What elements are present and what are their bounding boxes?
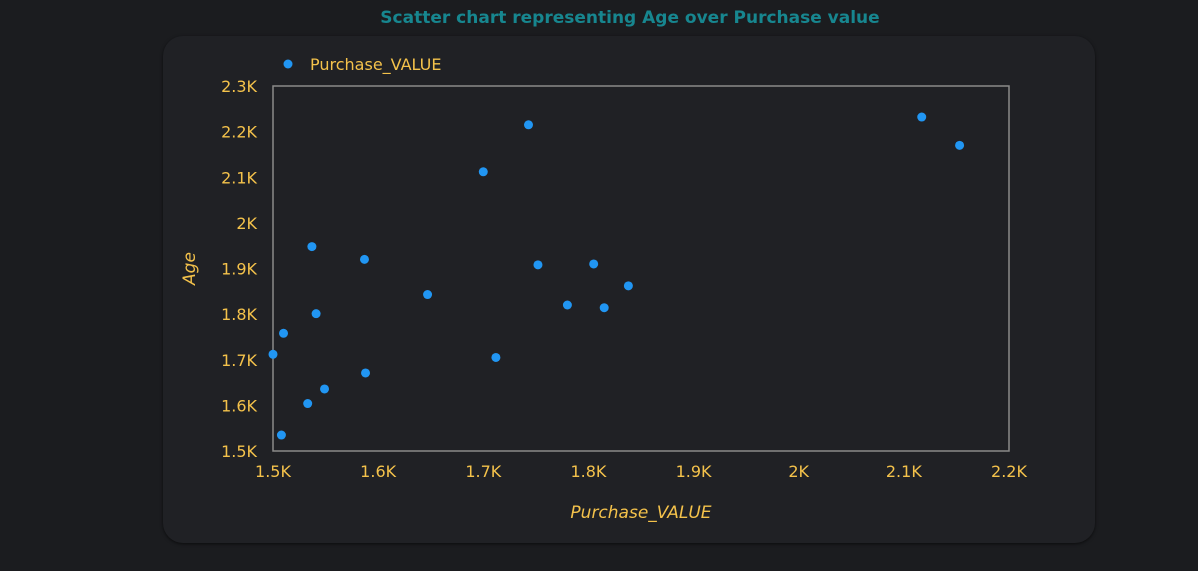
scatter-point[interactable] [268,349,278,359]
legend-label[interactable]: Purchase_VALUE [310,55,441,75]
y-tick-label: 2.3K [221,77,257,96]
y-tick-label: 2.2K [221,123,257,142]
x-tick-label: 2.1K [886,462,922,481]
plot-area-frame [272,85,1010,452]
legend-marker-icon[interactable] [283,59,293,69]
scatter-point[interactable] [562,300,572,310]
scatter-point[interactable] [359,254,369,264]
y-tick-label: 1.9K [221,260,257,279]
scatter-point[interactable] [361,368,371,378]
y-axis-title: Age [180,252,200,286]
scatter-point[interactable] [623,281,633,291]
scatter-point[interactable] [311,309,321,319]
scatter-point[interactable] [955,140,965,150]
y-tick-label: 2.1K [221,168,257,187]
x-tick-label: 1.7K [465,462,501,481]
x-tick-label: 1.9K [676,462,712,481]
scatter-point[interactable] [320,384,330,394]
y-tick-label: 1.6K [221,396,257,415]
x-tick-label: 1.8K [570,462,606,481]
scatter-point[interactable] [589,259,599,269]
y-tick-label: 2K [236,214,257,233]
scatter-point[interactable] [917,112,927,122]
scatter-point[interactable] [478,167,488,177]
x-tick-label: 1.6K [360,462,396,481]
y-tick-label: 1.5K [221,442,257,461]
scatter-point[interactable] [533,260,543,270]
scatter-point[interactable] [423,290,433,300]
data-points [268,112,965,440]
x-tick-label: 2.2K [991,462,1027,481]
scatter-point[interactable] [599,303,609,313]
x-tick-label: 1.5K [255,462,291,481]
x-axis-title: Purchase_VALUE [570,503,711,523]
y-tick-label: 1.7K [221,351,257,370]
scatter-point[interactable] [303,399,313,409]
scatter-point[interactable] [279,328,289,338]
chart-title: Scatter chart representing Age over Purc… [380,8,880,28]
x-axis-ticks: 1.5K 1.6K 1.7K 1.8K 1.9K 2K 2.1K 2.2K [255,462,1027,481]
x-tick-label: 2K [788,462,809,481]
y-tick-label: 1.8K [221,305,257,324]
scatter-point[interactable] [491,352,501,362]
scatter-point[interactable] [307,242,317,252]
y-axis-ticks: 1.5K 1.6K 1.7K 1.8K 1.9K 2K 2.1K 2.2K 2.3K [221,77,257,461]
scatter-point[interactable] [276,430,286,440]
scatter-point[interactable] [523,120,533,130]
